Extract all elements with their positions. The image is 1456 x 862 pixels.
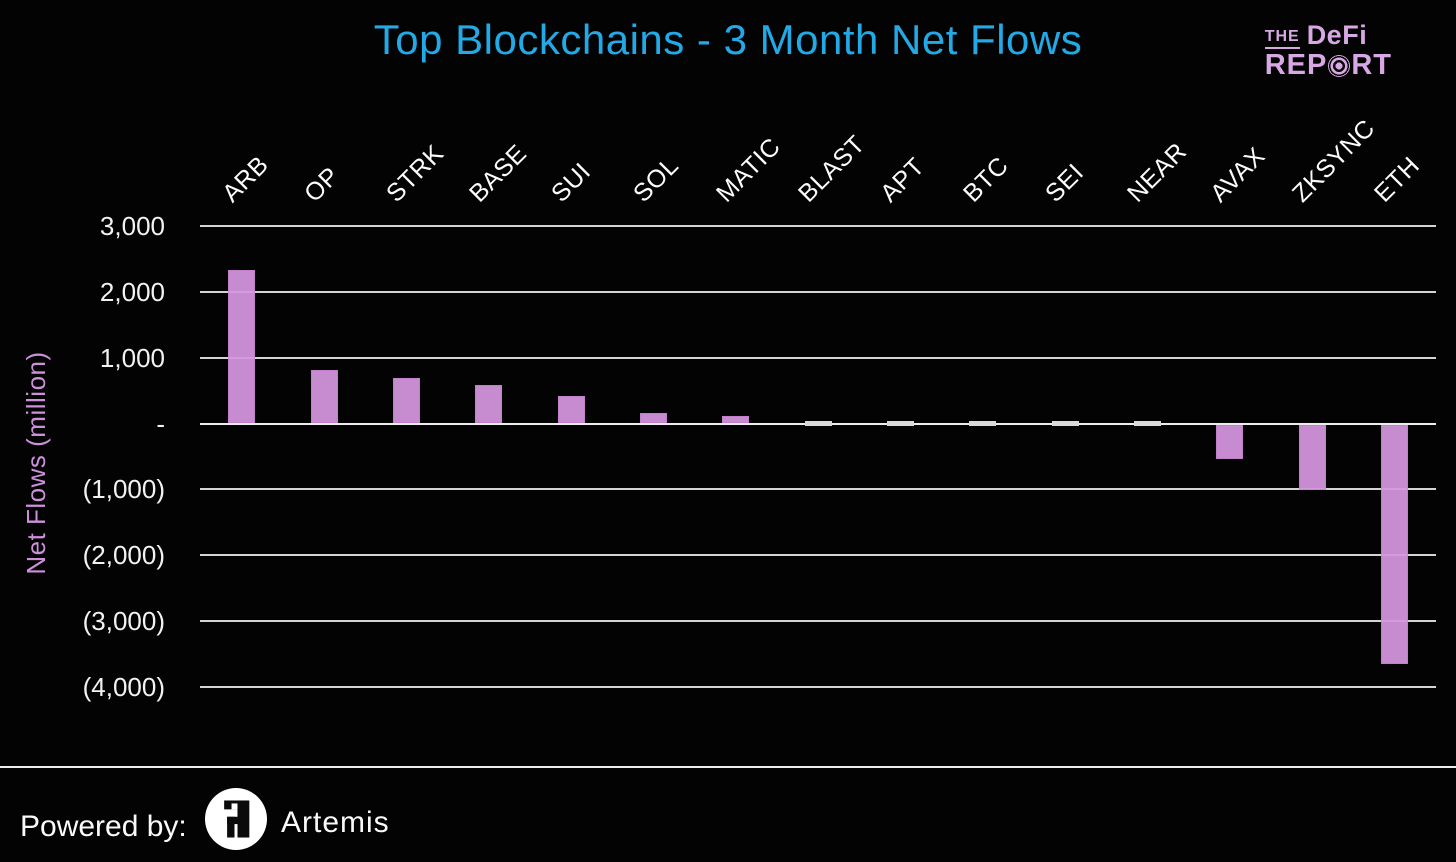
y-tick-label: (4,000)	[82, 671, 165, 702]
category-label-sui: SUI	[545, 157, 597, 208]
gridline	[200, 685, 1436, 688]
y-axis-title: Net Flows (million)	[21, 351, 51, 575]
gridline	[200, 290, 1436, 293]
category-label-strk: STRK	[381, 139, 450, 208]
category-label-sol: SOL	[628, 151, 685, 208]
defi-report-logo: THE DeFi REP RT	[1264, 20, 1392, 80]
bar-blast	[804, 421, 832, 426]
gridline	[200, 554, 1436, 557]
defi-logo-line2: REP RT	[1265, 51, 1392, 80]
bar-avax	[1216, 424, 1244, 460]
y-tick-label: (3,000)	[82, 605, 165, 636]
category-label-arb: ARB	[216, 150, 274, 208]
gridline	[200, 225, 1436, 228]
defi-logo-defi: DeFi	[1306, 20, 1368, 50]
bullseye-icon	[1328, 54, 1351, 77]
defi-logo-rt: RT	[1351, 49, 1392, 81]
category-label-near: NEAR	[1122, 137, 1193, 208]
artemis-brand-name: Artemis	[281, 806, 390, 839]
bar-near	[1133, 421, 1161, 426]
defi-logo-line1: THE DeFi	[1264, 20, 1392, 50]
bar-chart-plot: 3,000 2,000 1,000 - (1,000) (2,000) (3,000) (4,…	[82, 114, 1436, 702]
category-label-blast: BLAST	[792, 130, 871, 208]
bar-sui	[557, 395, 585, 424]
bar-sei	[1051, 421, 1079, 426]
bar-btc	[969, 421, 997, 426]
defi-logo-rep: REP	[1264, 49, 1328, 81]
bar-sol	[639, 412, 667, 424]
category-label-sei: SEI	[1040, 158, 1090, 208]
category-label-matic: MATIC	[710, 132, 786, 208]
defi-logo-the: THE	[1264, 29, 1300, 49]
gridline	[200, 488, 1436, 491]
category-label-op: OP	[298, 161, 345, 208]
category-label-zksync: ZKSYNC	[1287, 114, 1381, 208]
bar-op	[310, 370, 338, 424]
bar-eth	[1380, 424, 1408, 664]
gridline	[200, 619, 1436, 622]
category-label-btc: BTC	[957, 151, 1014, 208]
category-label-avax: AVAX	[1204, 141, 1271, 208]
bar-apt	[886, 421, 914, 426]
y-tick-label: -	[156, 408, 165, 439]
bar-matic	[722, 415, 750, 424]
category-label-apt: APT	[875, 152, 931, 208]
y-tick-label: 1,000	[99, 342, 165, 373]
chart-title: Top Blockchains - 3 Month Net Flows	[373, 16, 1083, 63]
bar-zksync	[1298, 424, 1326, 490]
category-label-base: BASE	[463, 139, 533, 208]
category-label-eth: ETH	[1369, 151, 1426, 208]
y-tick-label: 3,000	[99, 211, 165, 242]
y-tick-label: (1,000)	[82, 474, 165, 505]
gridline	[200, 356, 1436, 359]
footer-divider	[0, 766, 1456, 768]
y-tick-label: 2,000	[99, 276, 165, 307]
y-tick-label: (2,000)	[82, 540, 165, 571]
bar-base	[475, 385, 503, 424]
bar-strk	[392, 378, 420, 424]
artemis-logo-icon	[205, 788, 267, 850]
bar-arb	[228, 270, 256, 424]
powered-by-label: Powered by:	[20, 810, 187, 843]
